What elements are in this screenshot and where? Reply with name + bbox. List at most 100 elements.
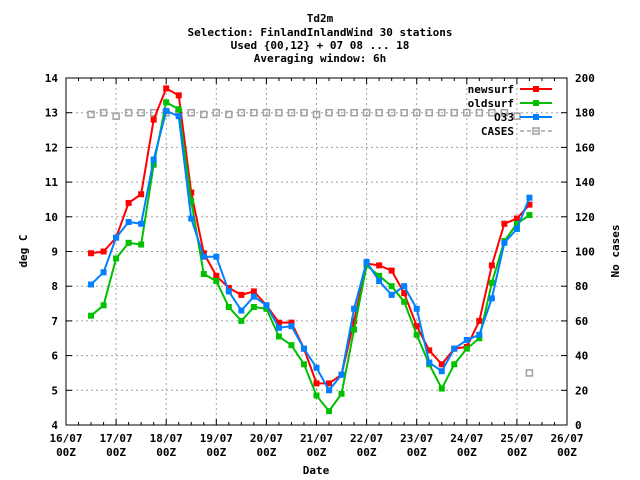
- data-point: [99, 108, 108, 117]
- data-point: [125, 239, 132, 246]
- data-point: [238, 317, 245, 324]
- legend-item-newsurf: newsurf: [468, 83, 552, 96]
- data-point: [401, 290, 408, 297]
- axis-ticks: 4567891011121314020406080100120140160180…: [45, 72, 595, 459]
- data-point: [425, 108, 433, 117]
- y2-tick-label: 140: [575, 176, 595, 189]
- data-point: [500, 108, 509, 117]
- x-tick-label: 00Z: [307, 446, 327, 459]
- data-point: [438, 385, 445, 392]
- data-point: [300, 108, 308, 117]
- data-point: [112, 112, 120, 120]
- data-point: [488, 295, 495, 302]
- data-point: [375, 108, 383, 117]
- data-point: [113, 234, 120, 241]
- y2-tick-label: 120: [575, 211, 595, 224]
- data-point: [137, 108, 145, 117]
- data-point: [526, 212, 533, 219]
- data-point: [450, 108, 459, 117]
- data-point: [138, 220, 145, 227]
- data-point: [213, 272, 220, 279]
- y-axis-label: deg C: [17, 234, 30, 267]
- y-tick-label: 5: [51, 384, 58, 397]
- data-point: [313, 392, 320, 399]
- data-point: [87, 110, 95, 119]
- y2-tick-label: 100: [575, 246, 595, 259]
- data-point: [413, 323, 420, 330]
- data-point: [488, 262, 495, 269]
- data-point: [262, 108, 271, 117]
- legend-item-oldsurf: oldsurf: [468, 97, 552, 110]
- data-point: [225, 284, 232, 291]
- data-point: [275, 319, 282, 326]
- data-point: [476, 331, 483, 338]
- data-point: [188, 198, 195, 205]
- data-point: [150, 156, 157, 163]
- data-point: [488, 279, 495, 286]
- x-tick-label: 00Z: [256, 446, 276, 459]
- x-tick-label: 21/07: [300, 432, 333, 445]
- title-line-2: Selection: FinlandInlandWind 30 stations: [188, 26, 453, 39]
- x-tick-label: 00Z: [457, 446, 477, 459]
- data-point: [363, 258, 370, 265]
- series-cases: [87, 108, 534, 377]
- legend-label: O33: [494, 111, 514, 124]
- data-point: [225, 304, 232, 311]
- data-point: [350, 108, 358, 117]
- x-tick-label: 00Z: [407, 446, 427, 459]
- y-tick-label: 14: [45, 72, 59, 85]
- series-o33: [88, 107, 533, 394]
- x-tick-label: 00Z: [106, 446, 126, 459]
- data-point: [113, 255, 120, 262]
- legend-item-cases: CASES: [481, 125, 552, 138]
- data-point: [225, 110, 233, 119]
- y-tick-label: 12: [45, 141, 58, 154]
- data-point: [525, 369, 534, 377]
- y2-tick-label: 20: [575, 384, 588, 397]
- data-point: [237, 108, 246, 117]
- legend-item-o33: O33: [494, 111, 552, 124]
- data-point: [125, 219, 132, 226]
- y-tick-label: 4: [51, 419, 58, 432]
- data-point: [463, 336, 470, 343]
- x-tick-label: 22/07: [350, 432, 383, 445]
- y-tick-label: 9: [51, 246, 58, 259]
- title-line-1: Td2m: [307, 12, 334, 25]
- data-point: [288, 342, 295, 349]
- data-point: [413, 305, 420, 312]
- data-point: [513, 215, 520, 222]
- data-point: [124, 108, 133, 117]
- data-point: [388, 291, 395, 298]
- data-point: [438, 368, 445, 375]
- y-tick-label: 10: [45, 211, 58, 224]
- data-point: [513, 112, 521, 120]
- data-point: [125, 199, 132, 206]
- data-point: [326, 408, 333, 415]
- data-point: [526, 201, 533, 208]
- data-point: [200, 253, 207, 260]
- data-point: [250, 108, 258, 117]
- y2-tick-label: 80: [575, 280, 588, 293]
- data-point: [513, 220, 520, 227]
- series-layer: [87, 85, 534, 415]
- x-tick-label: 00Z: [56, 446, 76, 459]
- x-tick-label: 00Z: [357, 446, 377, 459]
- data-point: [200, 110, 208, 119]
- title-line-3: Used {00,12} + 07 08 ... 18: [231, 39, 410, 52]
- data-point: [326, 387, 333, 394]
- data-point: [351, 305, 358, 312]
- x-tick-label: 00Z: [156, 446, 176, 459]
- data-point: [212, 108, 221, 117]
- y-tick-label: 6: [51, 350, 58, 363]
- data-point: [175, 106, 182, 113]
- data-point: [100, 302, 107, 309]
- legend-label: CASES: [481, 125, 514, 138]
- data-point: [275, 108, 283, 117]
- data-point: [313, 364, 320, 371]
- data-point: [250, 304, 257, 311]
- x-tick-label: 17/07: [100, 432, 133, 445]
- data-point: [213, 277, 220, 284]
- grid: [66, 78, 567, 425]
- data-point: [351, 326, 358, 333]
